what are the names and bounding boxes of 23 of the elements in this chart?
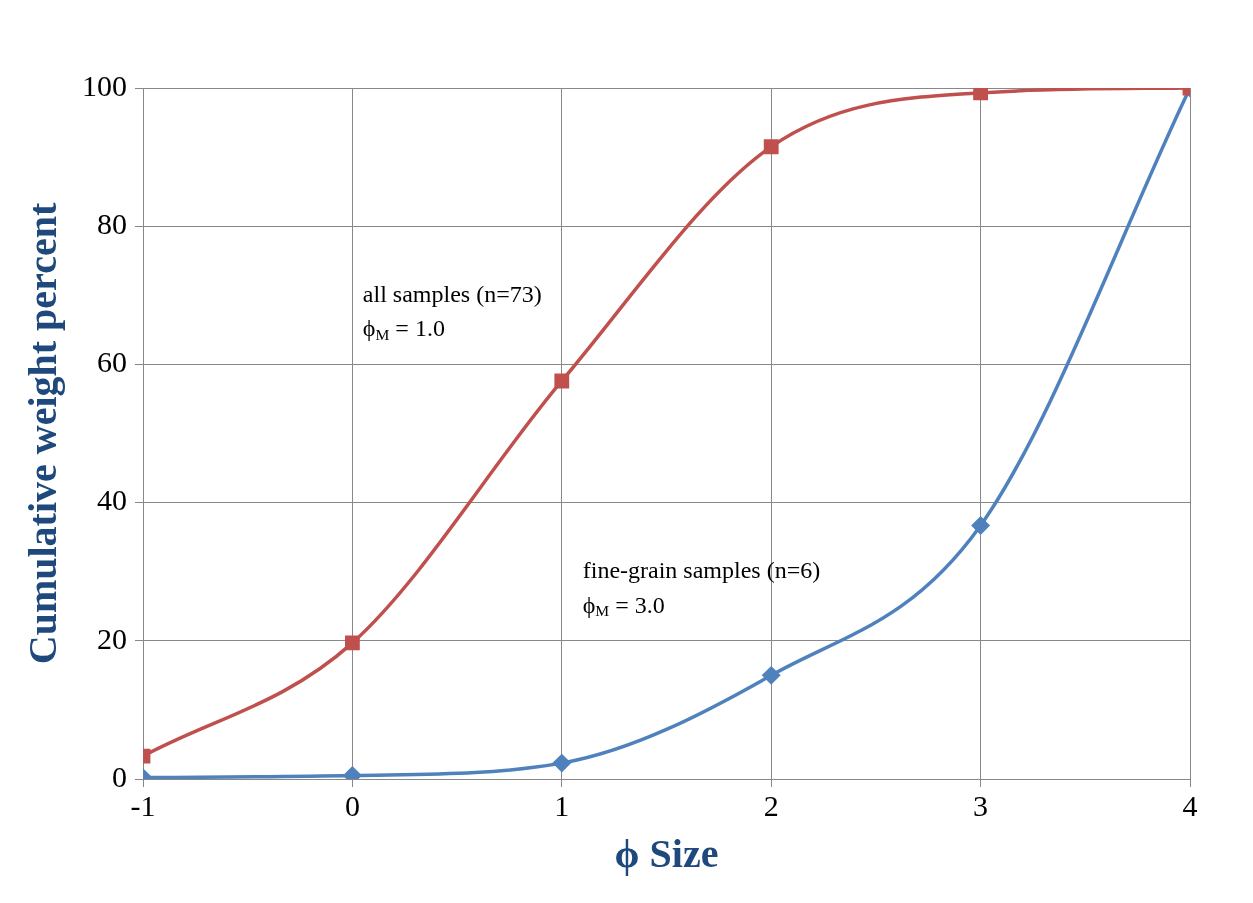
x-tick-label: 0 <box>344 788 360 822</box>
y-tick-label: 40 <box>97 483 127 517</box>
y-tick-label: 20 <box>97 621 127 655</box>
y-tick-label: 80 <box>97 207 127 241</box>
x-tick-label: 2 <box>763 788 779 822</box>
x-tick-label: 4 <box>1182 788 1198 822</box>
point <box>973 88 989 101</box>
point <box>762 666 780 685</box>
y-tick-label: 0 <box>112 759 127 793</box>
x-axis-title: ϕ Size <box>614 831 719 877</box>
point <box>553 754 571 772</box>
annotation: all samples (n=73) <box>362 280 542 307</box>
point <box>763 139 779 155</box>
point <box>554 373 570 389</box>
annotation: fine-grain samples (n=6) <box>582 557 821 583</box>
x-tick-label: 1 <box>554 788 570 822</box>
y-tick-label: 60 <box>97 345 127 379</box>
y-tick-label: 100 <box>82 68 127 102</box>
y-axis-title: Cumulative weight percent <box>20 202 66 665</box>
x-tick-label: -1 <box>130 788 156 822</box>
x-tick-label: 3 <box>973 788 989 822</box>
point <box>971 516 990 535</box>
point <box>344 635 360 651</box>
